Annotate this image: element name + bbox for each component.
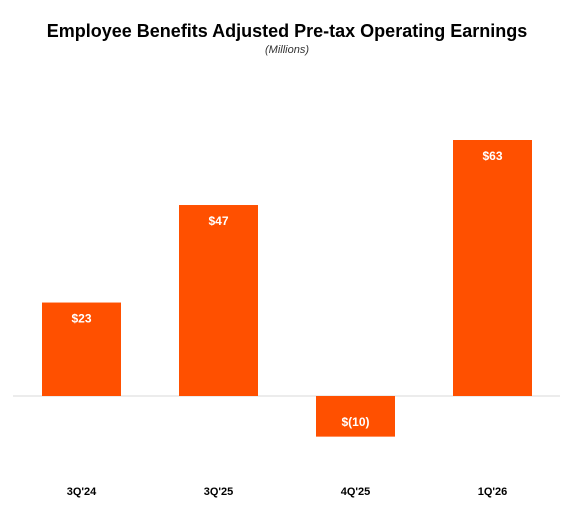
- value-label: $63: [482, 149, 502, 163]
- value-label: $23: [71, 312, 91, 326]
- chart-subtitle: (Millions): [265, 44, 309, 56]
- bar: [179, 205, 258, 396]
- bar: [453, 140, 532, 396]
- value-label: $(10): [341, 415, 369, 429]
- x-tick-label: 3Q'24: [67, 486, 97, 498]
- value-label: $47: [208, 214, 228, 228]
- bar: [42, 302, 121, 396]
- chart-title: Employee Benefits Adjusted Pre-tax Opera…: [47, 21, 527, 41]
- x-tick-label: 3Q'25: [204, 486, 234, 498]
- x-tick-label: 4Q'25: [341, 486, 371, 498]
- x-tick-label: 1Q'26: [478, 486, 508, 498]
- bar: [316, 396, 395, 437]
